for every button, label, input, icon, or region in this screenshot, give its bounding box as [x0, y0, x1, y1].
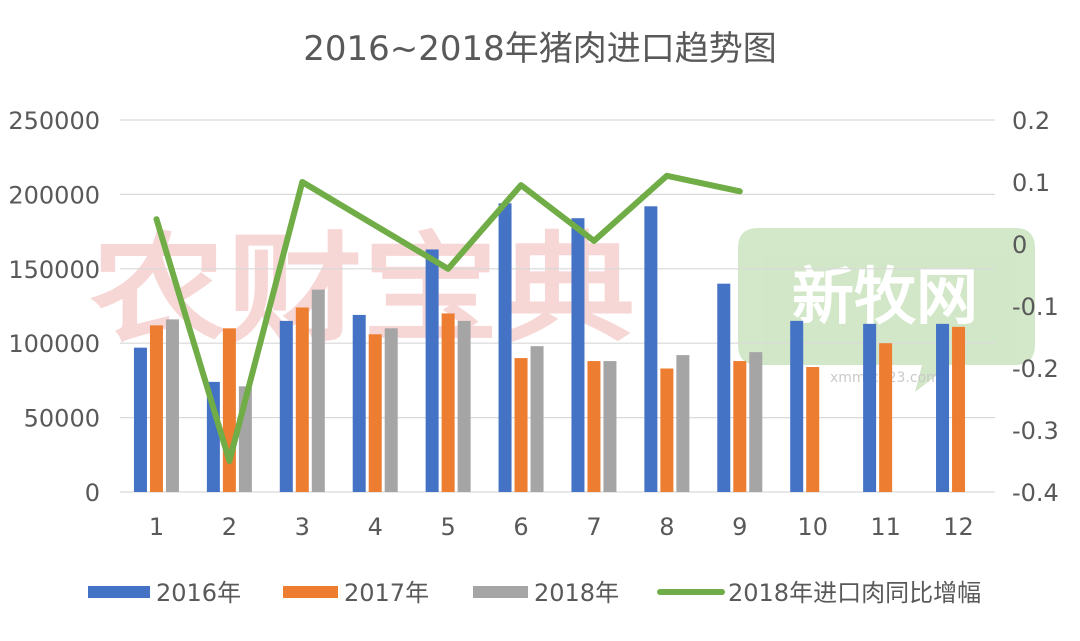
bar-2017年-8	[660, 368, 674, 492]
x-tick-label: 2	[222, 513, 237, 541]
x-tick-label: 5	[440, 513, 455, 541]
bar-2018年-4	[384, 328, 398, 492]
bar-2016年-10	[790, 320, 804, 492]
bar-2018年-5	[457, 320, 471, 492]
right-axis-ticks: 0.2 0.1 0 -0.1 -0.2 -0.3 -0.4	[1012, 107, 1059, 507]
bar-2018年-7	[603, 361, 617, 492]
legend-label-2017年: 2017年	[344, 579, 429, 607]
line-2018年进口肉同比增幅	[153, 172, 743, 464]
left-tick-label: 0	[85, 479, 100, 507]
bar-2016年-5	[425, 249, 439, 492]
left-axis-ticks: 250000 200000 150000 100000 50000 0	[8, 107, 100, 507]
bar-2018年-6	[530, 346, 544, 492]
right-tick-label: -0.2	[1012, 355, 1059, 383]
bar-2016年-8	[644, 206, 658, 492]
bar-2017年-6	[514, 358, 528, 492]
right-tick-label: 0.1	[1012, 169, 1050, 197]
bar-2016年-1	[133, 347, 147, 492]
bar-2017年-5	[441, 313, 455, 492]
x-tick-label: 6	[513, 513, 528, 541]
legend-swatch-2018年	[473, 586, 528, 598]
bar-2016年-9	[717, 283, 731, 492]
bars	[133, 203, 966, 492]
bar-2017年-9	[733, 361, 747, 492]
bar-2017年-4	[368, 334, 382, 492]
left-tick-label: 50000	[24, 405, 100, 433]
x-tick-label: 10	[797, 513, 828, 541]
x-axis-ticks: 1 2 3 4 5 6 7 8 9 10 11 12	[149, 513, 974, 541]
right-tick-label: -0.4	[1012, 479, 1059, 507]
x-tick-label: 3	[295, 513, 310, 541]
x-tick-label: 4	[368, 513, 383, 541]
bar-2017年-11	[879, 343, 893, 492]
legend-label-2018年: 2018年	[534, 579, 619, 607]
bar-2017年-2	[222, 328, 236, 492]
right-tick-label: -0.1	[1012, 293, 1059, 321]
left-tick-label: 200000	[8, 181, 100, 209]
x-tick-label: 12	[943, 513, 974, 541]
x-tick-label: 11	[870, 513, 901, 541]
chart-title: 2016~2018年猪肉进口趋势图	[303, 29, 777, 69]
bar-2017年-3	[295, 307, 309, 492]
bar-2018年-1	[165, 319, 179, 492]
legend-swatch-2016年	[88, 586, 150, 598]
bar-2017年-12	[952, 326, 966, 492]
bar-2018年-8	[676, 355, 690, 492]
left-tick-label: 250000	[8, 107, 100, 135]
x-tick-label: 1	[149, 513, 164, 541]
right-tick-label: 0.2	[1012, 107, 1050, 135]
x-tick-label: 9	[732, 513, 747, 541]
bar-2017年-10	[806, 367, 820, 492]
bar-2018年-9	[749, 352, 763, 492]
bar-2016年-11	[863, 323, 877, 492]
right-tick-label: -0.3	[1012, 417, 1059, 445]
watermark-right-text: 新牧网	[792, 260, 978, 333]
bar-2016年-7	[571, 218, 585, 492]
legend: 2016年 2017年 2018年 2018年进口肉同比增幅	[88, 579, 981, 607]
bar-2016年-3	[279, 320, 293, 492]
legend-swatch-2017年	[283, 586, 338, 598]
x-tick-label: 7	[586, 513, 601, 541]
bar-2016年-4	[352, 314, 366, 492]
x-tick-label: 8	[659, 513, 674, 541]
left-tick-label: 100000	[8, 330, 100, 358]
bar-2016年-6	[498, 203, 512, 492]
right-tick-label: 0	[1012, 231, 1027, 259]
legend-label-2016年: 2016年	[156, 579, 241, 607]
bar-2018年-3	[311, 289, 325, 492]
bar-2016年-12	[936, 323, 950, 492]
line-series	[153, 172, 743, 464]
bar-2017年-1	[149, 325, 163, 492]
bar-2017年-7	[587, 361, 601, 492]
gridlines	[120, 119, 995, 493]
legend-label-2018年进口肉同比增幅: 2018年进口肉同比增幅	[728, 579, 981, 607]
left-tick-label: 150000	[8, 256, 100, 284]
